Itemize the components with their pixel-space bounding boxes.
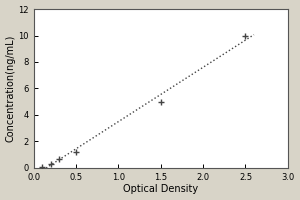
X-axis label: Optical Density: Optical Density (123, 184, 198, 194)
Y-axis label: Concentration(ng/mL): Concentration(ng/mL) (6, 35, 16, 142)
